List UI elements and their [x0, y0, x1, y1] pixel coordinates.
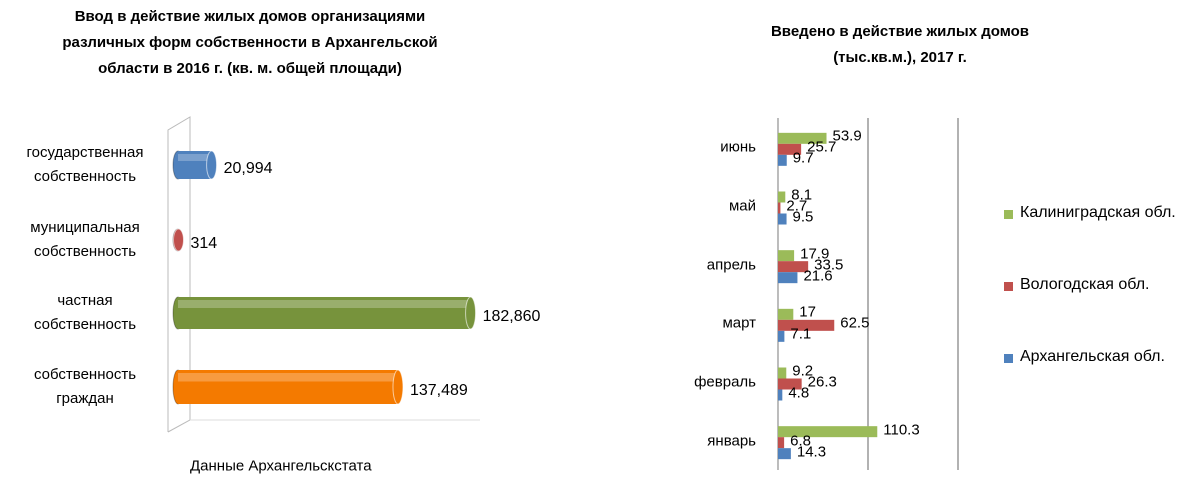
value-label: 2.7	[786, 197, 808, 215]
bar	[778, 378, 802, 390]
value-label: 62.5	[840, 314, 870, 332]
value-label: 9.2	[792, 362, 814, 380]
value-label: 25.7	[807, 138, 837, 156]
category-label: январь	[707, 432, 756, 450]
legend-swatch	[1004, 282, 1013, 291]
bar	[778, 319, 835, 331]
value-label: 9.5	[792, 208, 814, 226]
legend-swatch	[1004, 210, 1013, 219]
value-label: 21.6	[803, 267, 833, 285]
value-label: 4.8	[788, 384, 810, 402]
bar	[778, 202, 781, 214]
category-label: частная собственность	[33, 292, 137, 333]
bar-part	[178, 154, 212, 161]
bar-part	[178, 297, 471, 329]
bar	[778, 154, 787, 166]
value-label: 20,994	[223, 160, 273, 177]
bar-part	[178, 370, 398, 404]
value-label: 26.3	[807, 373, 837, 391]
bar-part	[173, 228, 185, 252]
chart-title: Введено в действие жилых домов (тыс.кв.м…	[770, 23, 1030, 66]
bar-part	[206, 150, 218, 180]
value-label: 53.9	[832, 127, 862, 145]
bar	[778, 250, 795, 262]
category-label: апрель	[706, 256, 756, 274]
bar	[778, 191, 786, 203]
category-label: май	[728, 197, 756, 215]
value-label: 14.3	[796, 443, 827, 461]
legend-swatch	[1004, 354, 1013, 363]
value-label: 7.1	[790, 325, 812, 343]
chart-title: Ввод в действие жилых домов организациям…	[62, 8, 438, 77]
bar	[172, 369, 404, 405]
category-label: июнь	[720, 138, 756, 156]
bar	[778, 213, 787, 225]
value-label: 17.9	[800, 245, 830, 263]
bar-part	[178, 300, 471, 308]
value-label: 182,860	[482, 308, 541, 325]
value-label: 314	[190, 235, 218, 252]
bar	[778, 448, 791, 460]
bar	[778, 330, 785, 342]
legend-label: Калиниградская обл.	[1020, 204, 1176, 221]
bar	[778, 143, 802, 155]
value-label: 17	[799, 303, 816, 321]
bar	[172, 296, 477, 330]
legend-label: Вологодская обл.	[1020, 276, 1150, 293]
category-label: муниципальная собственность	[30, 219, 140, 260]
bar	[172, 228, 185, 252]
value-label: 137,489	[409, 382, 468, 399]
bar	[778, 437, 785, 449]
bar	[778, 132, 827, 144]
category-label: собственность граждан	[33, 366, 137, 407]
bar	[778, 308, 794, 320]
bar-part	[465, 296, 477, 330]
bar-part	[178, 373, 398, 382]
bar	[778, 367, 787, 379]
source-note: Данные Архангельскстата	[190, 457, 372, 475]
value-label: 9.7	[792, 149, 814, 167]
bar	[778, 261, 809, 273]
bar	[778, 426, 878, 438]
category-label: государственная собственность	[26, 144, 144, 185]
bar	[172, 150, 218, 180]
bar-part	[178, 151, 212, 179]
bar	[778, 389, 783, 401]
value-label: 33.5	[814, 256, 844, 274]
value-label: 6.8	[790, 432, 811, 450]
category-label: март	[722, 314, 756, 332]
bar-part	[392, 369, 404, 405]
legend-label: Архангельская обл.	[1020, 348, 1165, 365]
bar	[778, 272, 798, 284]
category-label: февраль	[694, 373, 756, 391]
value-label: 110.3	[883, 421, 920, 439]
value-label: 8.1	[791, 186, 813, 204]
frame	[167, 116, 191, 433]
